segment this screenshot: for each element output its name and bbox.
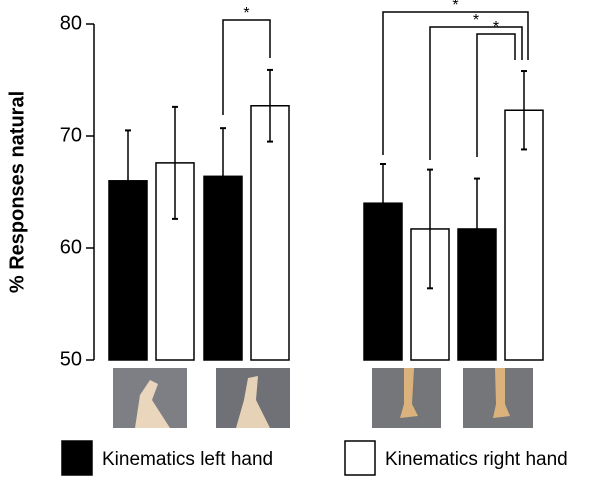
bar [108, 180, 148, 361]
hand-shape [400, 368, 418, 418]
legend-label: Kinematics right hand [385, 449, 568, 470]
y-tick-label: 80 [60, 12, 82, 34]
hand-shape [493, 368, 510, 418]
significance-bracket [222, 19, 271, 115]
significance-label: * [243, 5, 249, 22]
significance-bracket [429, 26, 523, 160]
hand-shape [236, 376, 270, 428]
y-tick-label: 50 [60, 348, 82, 370]
significance-label: * [452, 0, 458, 14]
hand-shape [135, 380, 170, 428]
legend-swatch [61, 440, 93, 476]
significance-bracket [382, 11, 529, 155]
y-tick-label: 70 [60, 124, 82, 146]
significance-label: * [493, 19, 499, 36]
y-axis-label: % Responses natural [6, 91, 28, 293]
legend-label: Kinematics left hand [102, 449, 273, 470]
hand-images [113, 368, 533, 428]
y-tick-label: 60 [60, 236, 82, 258]
significance-bracket [476, 33, 516, 157]
significance-label: * [473, 12, 479, 29]
bar [504, 109, 544, 361]
bar [250, 105, 290, 361]
legend-swatch [344, 440, 376, 476]
